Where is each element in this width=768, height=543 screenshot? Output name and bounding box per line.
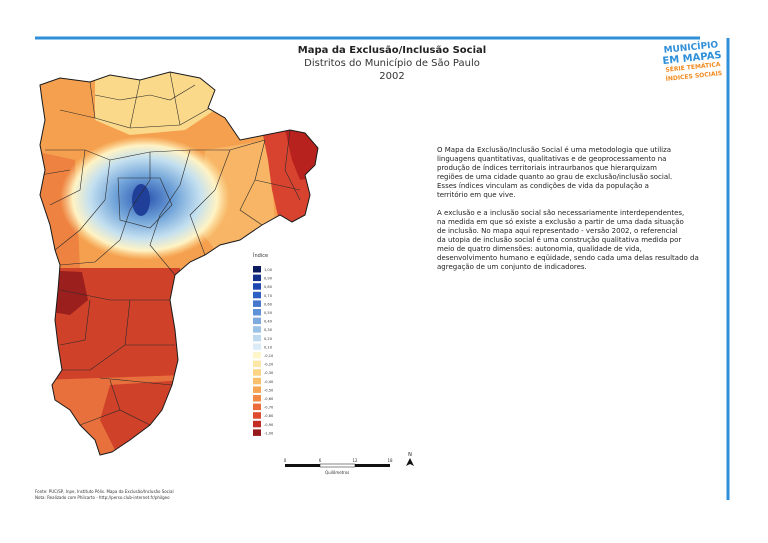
legend-swatch (253, 309, 261, 316)
description-line: O Mapa da Exclusão/Inclusão Social é uma… (437, 146, 671, 154)
north-label: N (408, 452, 412, 458)
legend-label: 0,90 (264, 277, 273, 281)
legend-label: 0,50 (264, 311, 273, 315)
legend-label: -0,10 (264, 354, 274, 358)
legend-title: Índice (253, 252, 268, 259)
map-year: 2002 (379, 71, 404, 82)
legend-label: -0,60 (264, 397, 274, 401)
legend-swatch (253, 343, 261, 350)
scale-bar: Quilômetros N 0 6 12 18 (284, 452, 414, 475)
legend-swatch (253, 360, 261, 368)
footer-note: Nota: Realizado com Philcarto - http://p… (35, 495, 170, 500)
legend-swatch (253, 326, 261, 333)
description-line: de inclusão. No mapa aqui representado -… (437, 227, 678, 235)
description-line: agregação de um conjunto de indicadores. (437, 263, 587, 271)
legend-swatch (253, 266, 261, 273)
scale-bar-segment (319, 463, 356, 468)
far-east-zone (285, 130, 318, 180)
description-line: território em que vive. (437, 191, 516, 199)
legend-swatch (253, 412, 261, 419)
district-map (39, 71, 319, 456)
description-line: A exclusão e a inclusão social são neces… (437, 209, 684, 217)
legend-label: 1,00 (264, 268, 273, 272)
legend-swatch (253, 369, 261, 376)
legend-swatch (253, 283, 261, 290)
description-line: linguagens quantitativas, qualitativas e… (437, 155, 666, 163)
core-district (132, 184, 150, 216)
scale-tick-label: 6 (319, 458, 322, 463)
north-zone (95, 72, 215, 135)
map-title: Mapa da Exclusão/Inclusão Social (298, 45, 486, 56)
scale-tick-label: 12 (352, 458, 358, 463)
legend-swatch (253, 291, 261, 299)
legend-label: -0,50 (264, 388, 274, 392)
legend-label: -0,30 (264, 371, 274, 375)
legend-label: 0,60 (264, 302, 273, 306)
district-borders (40, 72, 301, 426)
legend-swatch (253, 300, 261, 307)
legend-swatch (253, 274, 261, 282)
north-arrow (406, 458, 414, 466)
legend-swatch (253, 429, 261, 436)
description-line: regiões de uma cidade quanto ao grau de … (437, 173, 672, 181)
legend-swatch (253, 395, 261, 402)
footer-source: Fonte: PUC/SP, Inpe, Instituto Pólis. Ma… (35, 489, 174, 494)
legend-label: -0,90 (264, 423, 274, 427)
legend-label: -0,80 (264, 414, 274, 418)
legend-label: -0,20 (264, 363, 274, 367)
description-line: Esses índices vinculam as condições de v… (437, 182, 649, 190)
legend-swatch (253, 420, 261, 428)
description-line: desenvolvimento humano e eqüidade, sendo… (437, 254, 699, 262)
legend-swatch (253, 377, 261, 385)
legend-swatch (253, 386, 261, 393)
legend-label: 0,20 (264, 337, 273, 341)
description-line: da utopia de inclusão social é uma const… (437, 236, 681, 244)
legend: Índice 1,00 0,90 0,80 0,70 0,60 0,50 0,40 0,30 0… (253, 252, 274, 436)
legend-label: 0,10 (264, 345, 273, 349)
description-line: produção de índices territoriais intraur… (437, 164, 657, 172)
map-subtitle: Distritos do Município de São Paulo (304, 57, 480, 69)
scale-unit: Quilômetros (325, 470, 349, 475)
description-line: na medida em que só existe a exclusão a … (437, 218, 684, 226)
scale-tick-label: 0 (284, 458, 287, 463)
legend-label: -1,00 (264, 431, 274, 435)
legend-label: 0,30 (264, 328, 273, 332)
legend-swatch (253, 317, 261, 325)
scale-tick-label: 18 (387, 458, 393, 463)
legend-label: 0,80 (264, 285, 273, 289)
legend-swatch (253, 352, 261, 359)
description-line: meio de quatro dimensões: autonomia, qua… (437, 245, 642, 253)
city-outline (39, 71, 319, 456)
legend-label: 0,70 (264, 294, 273, 298)
legend-label: -0,40 (264, 380, 274, 384)
legend-swatch (253, 334, 261, 342)
legend-label: -0,70 (264, 406, 274, 410)
legend-label: 0,40 (264, 320, 273, 324)
logo: MUNICÍPIO EM MAPAS SÉRIE TEMÁTICA ÍNDICE… (662, 38, 722, 83)
description: O Mapa da Exclusão/Inclusão Social é uma… (437, 146, 699, 271)
legend-swatch (253, 403, 261, 411)
